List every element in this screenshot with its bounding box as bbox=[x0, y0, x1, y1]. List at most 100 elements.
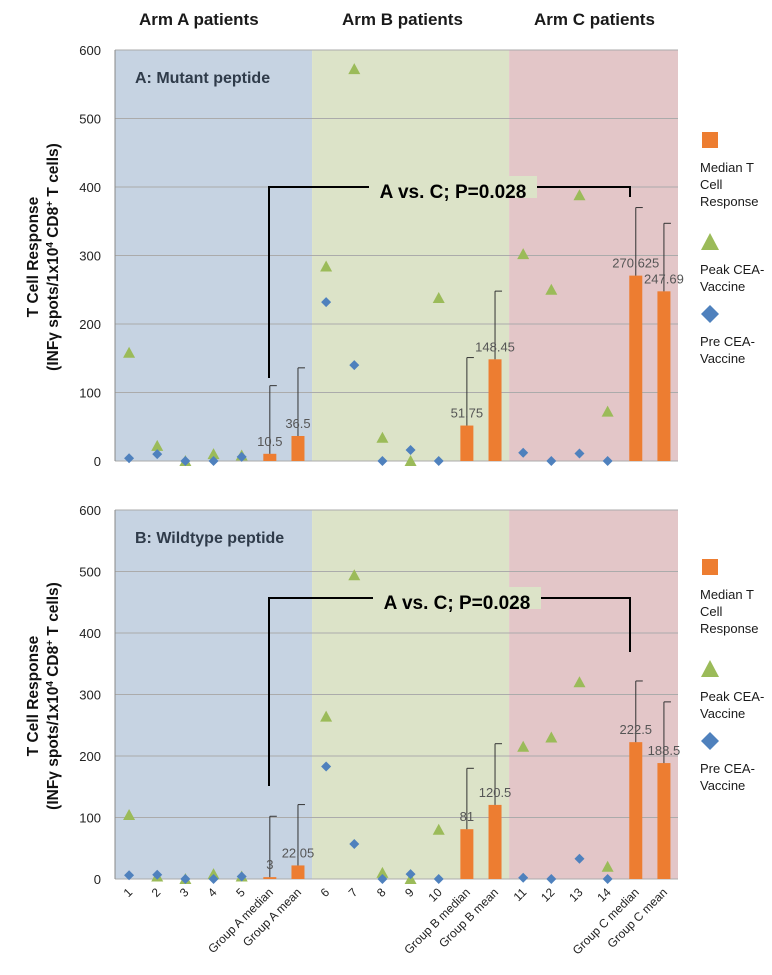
arm-a-header: Arm A patients bbox=[139, 10, 259, 29]
peak-point bbox=[601, 860, 614, 872]
data-label: 247.69 bbox=[644, 271, 684, 286]
data-label: 270.625 bbox=[612, 256, 659, 271]
peak-point bbox=[376, 431, 389, 443]
y-tick-label: 100 bbox=[79, 811, 101, 826]
peak-point bbox=[545, 283, 558, 295]
pre-point bbox=[377, 456, 388, 466]
pre-point bbox=[208, 456, 219, 466]
x-tick-label: 12 bbox=[538, 885, 558, 905]
x-tick-label: 9 bbox=[402, 885, 417, 900]
x-tick-label: 5 bbox=[233, 885, 248, 900]
y-tick-label: 500 bbox=[79, 565, 101, 580]
peak-point bbox=[207, 448, 220, 460]
pre-point bbox=[321, 761, 332, 772]
data-label: 22.05 bbox=[282, 845, 315, 860]
y-axis-label-top: T Cell Response (INFγ spots/1x104 CD8+ T… bbox=[25, 143, 62, 371]
x-tick-label: 14 bbox=[594, 885, 614, 905]
peak-point bbox=[573, 676, 586, 688]
peak-point bbox=[432, 823, 445, 835]
legend-item-pre: Pre CEA-Vaccine bbox=[700, 304, 772, 367]
bar bbox=[629, 275, 643, 461]
data-label: 36.5 bbox=[285, 416, 310, 431]
x-tick-label: 13 bbox=[566, 885, 586, 905]
pre-point bbox=[208, 874, 219, 884]
legend-label: Median T Cell Response bbox=[700, 160, 759, 209]
panel-title: A: Mutant peptide bbox=[135, 70, 270, 87]
data-label: 3 bbox=[266, 857, 273, 872]
significance-annotation: A vs. C; P=0.028 bbox=[384, 593, 531, 614]
peak-point bbox=[432, 291, 445, 303]
diamond-icon bbox=[701, 732, 719, 750]
pre-point bbox=[518, 447, 529, 458]
legend-label: Pre CEA-Vaccine bbox=[700, 761, 755, 793]
x-tick-label: 2 bbox=[149, 885, 164, 900]
peak-point bbox=[517, 248, 530, 260]
x-tick-label: 10 bbox=[426, 885, 446, 905]
arm-b-header: Arm B patients bbox=[342, 10, 463, 29]
pre-point bbox=[124, 453, 135, 464]
pre-point bbox=[236, 871, 247, 882]
bar bbox=[263, 453, 277, 461]
arm-c-header: Arm C patients bbox=[534, 10, 655, 29]
pre-point bbox=[152, 869, 163, 880]
peak-point bbox=[123, 346, 136, 358]
x-tick-label: 8 bbox=[374, 885, 389, 900]
pre-point bbox=[602, 874, 613, 884]
y-label-line1: T Cell Response bbox=[25, 635, 42, 756]
triangle-icon bbox=[701, 233, 719, 250]
pre-point bbox=[574, 853, 585, 864]
annotation-background bbox=[373, 587, 541, 609]
legend-item-median: Median T Cell Response bbox=[700, 557, 772, 637]
pre-point bbox=[124, 870, 135, 881]
bar bbox=[629, 742, 643, 879]
pre-point bbox=[236, 451, 247, 462]
bar bbox=[657, 763, 671, 879]
data-label: 81 bbox=[460, 809, 474, 824]
peak-point bbox=[573, 189, 586, 201]
pre-point bbox=[377, 874, 388, 884]
pre-point bbox=[602, 456, 613, 466]
bar bbox=[657, 291, 671, 461]
pre-point bbox=[433, 874, 444, 884]
legend-item-pre: Pre CEA-Vaccine bbox=[700, 731, 772, 794]
data-label: 10.5 bbox=[257, 434, 282, 449]
legend-item-median: Median T Cell Response bbox=[700, 130, 772, 210]
y-tick-label: 0 bbox=[94, 872, 101, 887]
peak-point bbox=[517, 740, 530, 752]
peak-point bbox=[151, 439, 164, 451]
legend-label: Pre CEA-Vaccine bbox=[700, 334, 755, 366]
pre-point bbox=[180, 456, 191, 466]
x-tick-label: 11 bbox=[511, 885, 530, 904]
y-tick-label: 300 bbox=[79, 688, 101, 703]
peak-point bbox=[601, 405, 614, 417]
y-label-line1: T Cell Response bbox=[25, 196, 42, 317]
bar bbox=[488, 804, 502, 879]
bar bbox=[488, 359, 502, 461]
y-label-line2: (INFγ spots/1x104 CD8+ T cells) bbox=[45, 143, 63, 371]
pre-point bbox=[518, 872, 529, 883]
data-label: 188.5 bbox=[648, 743, 681, 758]
x-tick-label: 7 bbox=[346, 885, 361, 900]
bar bbox=[263, 877, 277, 879]
data-label: 51.75 bbox=[451, 406, 484, 421]
y-tick-label: 100 bbox=[79, 386, 101, 401]
pre-point bbox=[321, 297, 332, 308]
peak-point bbox=[320, 710, 333, 722]
pre-point bbox=[405, 869, 416, 880]
peak-point bbox=[404, 455, 417, 466]
y-tick-label: 600 bbox=[79, 503, 101, 518]
bar bbox=[291, 435, 305, 461]
panel-title: B: Wildtype peptide bbox=[135, 530, 284, 547]
x-tick-label: 3 bbox=[177, 885, 192, 900]
data-label: 148.45 bbox=[475, 339, 515, 354]
panel-mutant: 0 100 200 300 400 500 600 A: Mutant peptide 10.5… bbox=[79, 43, 684, 469]
pre-point bbox=[152, 449, 163, 460]
pre-point bbox=[349, 838, 360, 849]
peak-point bbox=[348, 63, 361, 75]
peak-point bbox=[320, 260, 333, 272]
significance-annotation: A vs. C; P=0.028 bbox=[380, 182, 527, 203]
peak-point bbox=[348, 569, 361, 581]
legend-label: Peak CEA-Vaccine bbox=[700, 262, 765, 294]
bar bbox=[460, 829, 474, 879]
